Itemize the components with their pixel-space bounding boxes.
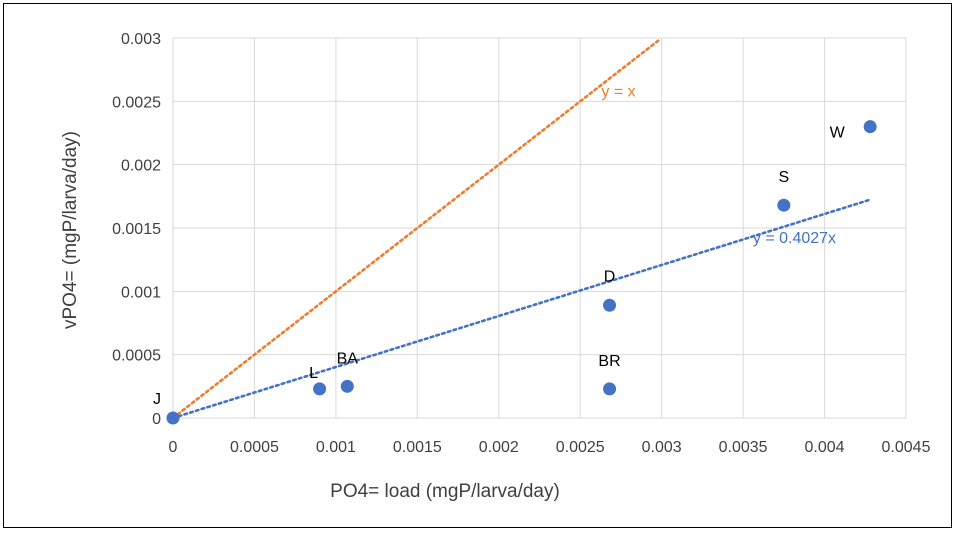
x-tick-label: 0.0035: [719, 439, 768, 456]
data-point-label: L: [309, 365, 318, 382]
data-point-label: BR: [598, 353, 620, 370]
y-tick-label: 0.0025: [112, 94, 161, 111]
x-tick-label: 0.003: [642, 439, 682, 456]
x-axis-title: PO4= load (mgP/larva/day): [330, 481, 560, 502]
data-point: [313, 382, 327, 396]
tick-labels: 0 0.0005 0.001 0.0015 0.002 0.0025 0.003 0.0035…: [112, 31, 931, 456]
grid: [172, 37, 907, 419]
x-tick-label: 0.001: [316, 439, 356, 456]
trendline-equation: y = 0.4027x: [753, 230, 836, 247]
y-tick-label: 0.0005: [112, 348, 161, 365]
x-tick-label: 0.004: [805, 439, 845, 456]
y-axis-title: vPO4= (mgP/larva/day): [60, 131, 81, 329]
data-point: [603, 382, 617, 396]
data-point: [777, 198, 791, 212]
y-tick-label: 0.0015: [112, 221, 161, 238]
trendline: [171, 39, 660, 420]
data-point: [166, 411, 180, 425]
x-tick-label: 0.0015: [393, 439, 442, 456]
x-tick-label: 0: [169, 439, 178, 456]
data-point-label: D: [604, 268, 616, 285]
data-point: [603, 298, 617, 312]
y-tick-label: 0.001: [121, 284, 161, 301]
data-point: [340, 379, 354, 393]
data-point-label: S: [778, 169, 789, 186]
data-points: J L BA BR D S W: [153, 120, 877, 425]
data-point-label: BA: [337, 350, 359, 367]
x-tick-label: 0.0025: [556, 439, 605, 456]
trendline-equation: y = x: [601, 83, 635, 100]
trendlines: y = 0.4027x y = x: [171, 39, 872, 420]
x-tick-label: 0.0005: [230, 439, 279, 456]
data-point-label: W: [830, 125, 846, 142]
x-tick-label: 0.002: [479, 439, 519, 456]
chart-frame: y = 0.4027x y = x J L BA BR D S W 0 0.0005 0.001 0…: [3, 3, 952, 528]
trendline: [171, 198, 872, 420]
data-point-label: J: [153, 391, 161, 408]
x-tick-label: 0.0045: [882, 439, 931, 456]
y-tick-label: 0.002: [121, 158, 161, 175]
y-tick-label: 0.003: [121, 31, 161, 48]
y-tick-label: 0: [152, 411, 161, 428]
data-point: [863, 120, 877, 134]
